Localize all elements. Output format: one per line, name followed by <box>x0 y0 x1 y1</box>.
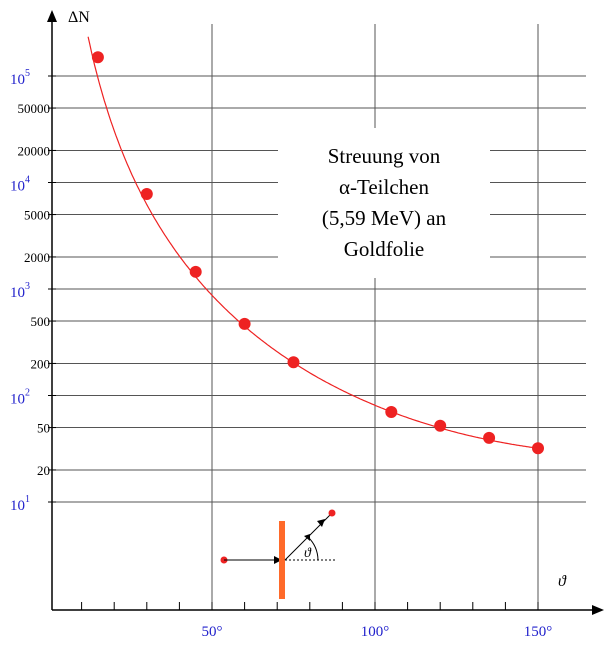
y-tick-label-500: 500 <box>31 314 51 329</box>
y-axis-label: ΔN <box>68 9 90 26</box>
y-tick-label-2000: 2000 <box>24 250 50 265</box>
x-tick-label-0: 50° <box>202 624 223 640</box>
data-point-1 <box>140 187 153 200</box>
y-tick-label-20: 20 <box>37 463 50 478</box>
y-tick-label-20000: 20000 <box>18 143 51 158</box>
x-tick-label-1: 100° <box>361 624 390 640</box>
title-line-1: Streuung von <box>328 144 441 168</box>
y-tick-label-5000: 5000 <box>24 208 50 223</box>
y-tick-label-50: 50 <box>37 421 50 436</box>
y-axis-ticks: 50000 20000 5000 2000 500 200 50 20 105 104 103 102… <box>10 68 56 514</box>
title-line-2: α-Teilchen <box>339 175 429 199</box>
data-point-4 <box>287 356 300 369</box>
data-point-3 <box>238 317 251 330</box>
x-tick-label-2: 150° <box>524 624 553 640</box>
y-tick-label-1e4: 104 <box>10 175 30 195</box>
incoming-arrowhead <box>274 556 282 564</box>
title-line-4: Goldfolie <box>344 237 424 261</box>
data-points <box>91 51 544 455</box>
title-line-3: (5,59 MeV) an <box>322 206 447 230</box>
data-point-0 <box>91 51 104 64</box>
angle-label: ϑ <box>304 546 312 561</box>
scattering-inset-diagram: ϑ <box>220 509 336 599</box>
y-tick-label-1e1: 101 <box>10 494 30 514</box>
y-axis-arrow <box>47 10 57 22</box>
angle-arc-arrowhead <box>304 534 310 541</box>
x-axis-arrow <box>592 605 604 615</box>
data-point-5 <box>385 405 398 418</box>
fit-curve-layer <box>87 36 539 449</box>
title-box <box>278 128 490 278</box>
x-axis-label: ϑ <box>558 573 567 590</box>
y-tick-label-1e3: 103 <box>10 281 30 301</box>
scattered-arrowhead <box>317 519 325 527</box>
axes <box>47 10 604 615</box>
x-axis-ticks: 50° 100° 150° <box>81 602 553 640</box>
y-tick-label-200: 200 <box>31 356 51 371</box>
y-tick-label-1e2: 102 <box>10 388 30 408</box>
data-point-6 <box>434 419 447 432</box>
scattered-particle <box>328 509 336 517</box>
data-point-8 <box>532 442 544 455</box>
data-point-2 <box>189 265 202 278</box>
gold-foil <box>279 521 285 599</box>
y-tick-label-50000: 50000 <box>18 101 51 116</box>
y-tick-label-1e5: 105 <box>10 68 30 88</box>
data-point-7 <box>483 431 496 444</box>
fit-curve <box>87 36 539 449</box>
